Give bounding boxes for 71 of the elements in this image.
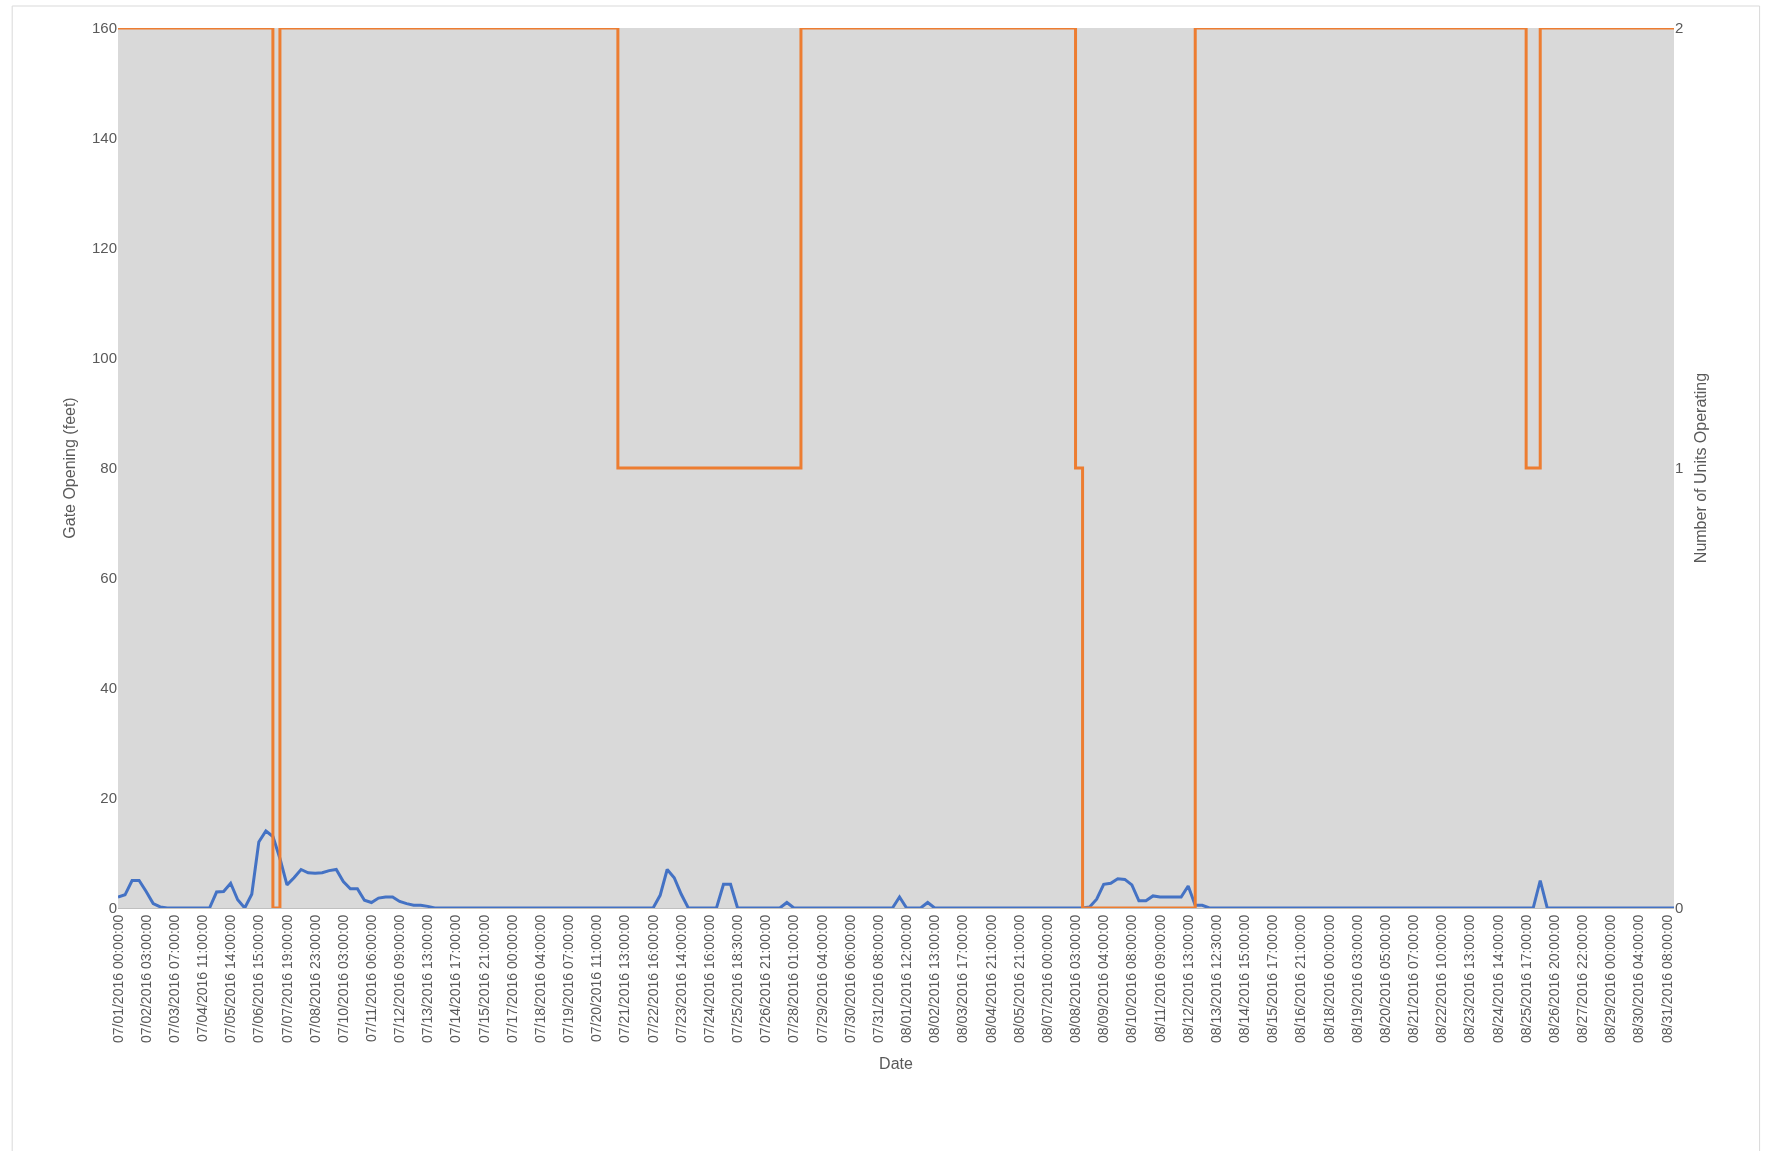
y-tick-label: 20 [100, 789, 117, 807]
x-tick-label: 08/03/2016 17:00:00 [954, 914, 971, 1044]
x-tick-label: 08/04/2016 21:00:00 [982, 914, 999, 1044]
x-axis-title: Date [879, 1054, 913, 1072]
x-tick-label: 07/25/2016 18:30:00 [729, 914, 746, 1044]
y-axis-title: Gate Opening (feet) [60, 397, 78, 539]
x-tick-label: 08/08/2016 03:00:00 [1067, 914, 1084, 1044]
x-tick-label: 07/26/2016 21:00:00 [757, 914, 774, 1044]
x-tick-label: 07/17/2016 00:00:00 [503, 914, 520, 1044]
x-tick-label: 07/11/2016 06:00:00 [363, 914, 380, 1043]
x-tick-label: 07/29/2016 04:00:00 [813, 914, 830, 1044]
x-tick-label: 08/20/2016 05:00:00 [1376, 914, 1393, 1044]
x-tick-label: 07/20/2016 11:00:00 [588, 914, 605, 1043]
x-tick-label: 07/05/2016 14:00:00 [222, 914, 239, 1044]
y-tick-label: 140 [91, 129, 117, 147]
x-tick-label: 07/30/2016 06:00:00 [841, 914, 858, 1044]
x-tick-label: 07/31/2016 08:00:00 [869, 914, 886, 1044]
x-tick-label: 07/08/2016 23:00:00 [306, 914, 323, 1044]
x-tick-label: 08/14/2016 15:00:00 [1236, 914, 1253, 1044]
x-tick-label: 08/19/2016 03:00:00 [1348, 914, 1365, 1044]
x-tick-label: 08/30/2016 04:00:00 [1630, 914, 1647, 1044]
line-series [118, 829, 1674, 908]
x-tick-label: 08/12/2016 13:00:00 [1179, 914, 1196, 1044]
y2-axis-title: Number of Units Operating [1692, 372, 1710, 564]
x-tick-label: 08/23/2016 13:00:00 [1461, 914, 1478, 1044]
x-tick-label: 08/31/2016 08:00:00 [1658, 914, 1675, 1044]
y-tick-label: 120 [91, 239, 117, 257]
x-tick-label: 08/07/2016 00:00:00 [1038, 914, 1055, 1044]
y2-tick-label: 2 [1675, 19, 1684, 37]
x-tick-label: 07/18/2016 04:00:00 [531, 914, 548, 1044]
x-tick-label: 08/26/2016 20:00:00 [1545, 914, 1562, 1044]
x-tick-label: 07/15/2016 21:00:00 [475, 914, 492, 1044]
y-tick-label: 80 [100, 459, 117, 477]
x-tick-label: 07/02/2016 03:00:00 [137, 914, 154, 1044]
x-tick-label: 08/27/2016 22:00:00 [1574, 914, 1591, 1044]
y-tick-label: 40 [100, 679, 117, 697]
x-tick-label: 07/19/2016 07:00:00 [560, 914, 577, 1044]
x-tick-label: 07/22/2016 16:00:00 [644, 914, 661, 1044]
x-tick-label: 08/21/2016 07:00:00 [1405, 914, 1422, 1044]
y-tick-label: 60 [100, 569, 117, 587]
x-tick-label: 07/23/2016 14:00:00 [672, 914, 689, 1044]
x-tick-label: 08/02/2016 13:00:00 [926, 914, 943, 1044]
x-tick-label: 08/05/2016 21:00:00 [1010, 914, 1027, 1044]
x-tick-label: 07/21/2016 13:00:00 [616, 914, 633, 1044]
x-tick-label: 07/01/2016 00:00:00 [109, 914, 126, 1044]
x-tick-label: 08/18/2016 00:00:00 [1320, 914, 1337, 1044]
x-tick-label: 07/14/2016 17:00:00 [447, 914, 464, 1044]
x-tick-label: 08/09/2016 04:00:00 [1095, 914, 1112, 1044]
x-tick-label: 08/25/2016 17:00:00 [1517, 914, 1534, 1044]
x-tick-label: 07/28/2016 01:00:00 [785, 914, 802, 1044]
x-tick-label: 07/12/2016 09:00:00 [391, 914, 408, 1044]
x-tick-label: 07/10/2016 03:00:00 [334, 914, 351, 1044]
x-tick-label: 08/01/2016 12:00:00 [898, 914, 915, 1044]
x-tick-label: 08/24/2016 14:00:00 [1489, 914, 1506, 1044]
x-tick-label: 08/16/2016 21:00:00 [1292, 914, 1309, 1044]
x-tick-label: 07/13/2016 13:00:00 [419, 914, 436, 1044]
x-tick-label: 07/07/2016 19:00:00 [278, 914, 295, 1044]
x-tick-label: 07/03/2016 07:00:00 [165, 914, 182, 1044]
x-tick-label: 07/24/2016 16:00:00 [700, 914, 717, 1044]
x-tick-label: 08/22/2016 10:00:00 [1433, 914, 1450, 1044]
y-tick-label: 160 [91, 19, 117, 37]
x-tick-label: 08/13/2016 12:30:00 [1207, 914, 1224, 1044]
x-tick-label: 08/15/2016 17:00:00 [1264, 914, 1281, 1044]
x-tick-label: 08/11/2016 09:00:00 [1151, 914, 1168, 1043]
x-tick-label: 08/10/2016 08:00:00 [1123, 914, 1140, 1044]
y2-tick-label: 0 [1675, 899, 1684, 917]
x-tick-label: 08/29/2016 00:00:00 [1602, 914, 1619, 1044]
x-tick-label: 07/06/2016 15:00:00 [250, 914, 267, 1044]
y2-tick-label: 1 [1675, 459, 1684, 477]
x-tick-label: 07/04/2016 11:00:00 [194, 914, 211, 1043]
y-tick-label: 100 [91, 349, 117, 367]
